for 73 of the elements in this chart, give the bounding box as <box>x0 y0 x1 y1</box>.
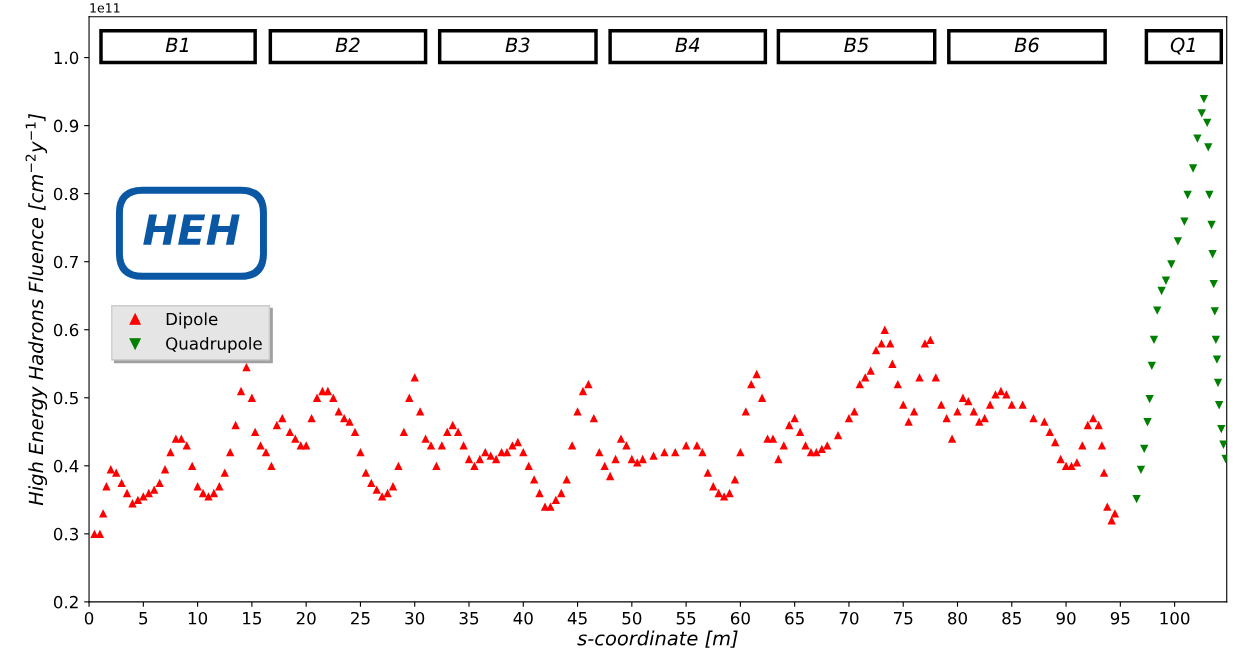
point <box>1145 394 1154 404</box>
point <box>1143 418 1152 427</box>
y-tick-label: 0.6 <box>53 323 79 337</box>
point <box>1214 401 1224 410</box>
band-label: B6 <box>1014 37 1039 53</box>
band-label: Q1 <box>1170 37 1195 55</box>
y-axis-title: High Energy Hadrons Fluence [cm$^{−2}$y$^{−1}$] <box>25 113 48 506</box>
x-tick-label: 20 <box>296 611 316 625</box>
x-tick-label: 15 <box>243 612 262 625</box>
x-tick-label: 70 <box>839 611 859 625</box>
point <box>1208 250 1217 259</box>
point <box>1157 286 1166 296</box>
point <box>1213 378 1223 387</box>
y-tick-label: 0.7 <box>53 255 78 269</box>
point <box>1204 143 1213 152</box>
x-tick-label: 75 <box>893 612 913 625</box>
x-tick-label: 0 <box>84 611 94 625</box>
x-tick-label: 5 <box>139 612 148 625</box>
point <box>1203 118 1212 128</box>
band-label: B5 <box>844 37 869 53</box>
y-tick-label: 0.9 <box>53 119 79 133</box>
point <box>1147 361 1156 370</box>
y-tick-label: 0.2 <box>53 595 78 609</box>
text: 1e11 <box>90 3 120 13</box>
x-tick-label: 90 <box>1056 611 1076 625</box>
x-tick-label: 45 <box>567 612 587 625</box>
y-tick-label: 0.8 <box>53 187 79 201</box>
legend-label: Dipole <box>166 312 218 329</box>
x-axis-title: s-coordinate [m] <box>577 630 738 648</box>
point <box>1173 237 1183 246</box>
point <box>1193 134 1202 143</box>
x-tick-label: 10 <box>188 611 208 625</box>
point <box>1161 276 1171 285</box>
point <box>1217 424 1226 434</box>
x-tick-label: 25 <box>351 611 370 625</box>
y-tick-label: 1.0 <box>54 51 79 65</box>
x-tick-label: 65 <box>785 611 804 625</box>
point <box>1136 465 1146 475</box>
x-tick-label: 30 <box>405 611 425 625</box>
point <box>1211 335 1221 345</box>
point <box>1188 164 1198 173</box>
x-tick-label: 95 <box>1110 611 1130 625</box>
annotation: HEH <box>143 214 240 245</box>
point <box>1212 355 1222 364</box>
x-tick-label: 55 <box>676 612 696 625</box>
x-tick-label: 60 <box>730 611 750 625</box>
legend-label: Quadrupole <box>166 336 262 354</box>
x-tick-label: 35 <box>459 611 479 625</box>
point <box>1132 494 1141 504</box>
point <box>1205 190 1214 200</box>
band-label: B2 <box>335 37 360 52</box>
band-label: B3 <box>505 37 530 53</box>
x-tick-label: 50 <box>622 611 642 625</box>
x-tick-label: 40 <box>513 611 533 625</box>
point <box>1209 279 1218 289</box>
band-label: B4 <box>675 37 700 52</box>
point <box>1219 440 1227 449</box>
y-tick-label: 0.5 <box>53 391 78 405</box>
x-tick-label: 100 <box>1160 611 1190 625</box>
point <box>1140 444 1149 453</box>
point <box>1199 94 1209 104</box>
y-tick-label: 0.4 <box>53 459 79 473</box>
y-tick-label: 0.3 <box>53 527 78 541</box>
point <box>1197 109 1206 118</box>
x-tick-label: 85 <box>1002 611 1021 625</box>
point <box>1183 190 1192 200</box>
point <box>1207 220 1216 230</box>
point <box>1180 217 1189 226</box>
point <box>1167 260 1176 269</box>
point <box>1210 307 1219 316</box>
band-label: B1 <box>165 37 188 52</box>
x-tick-label: 80 <box>948 611 967 625</box>
point <box>1149 335 1159 345</box>
